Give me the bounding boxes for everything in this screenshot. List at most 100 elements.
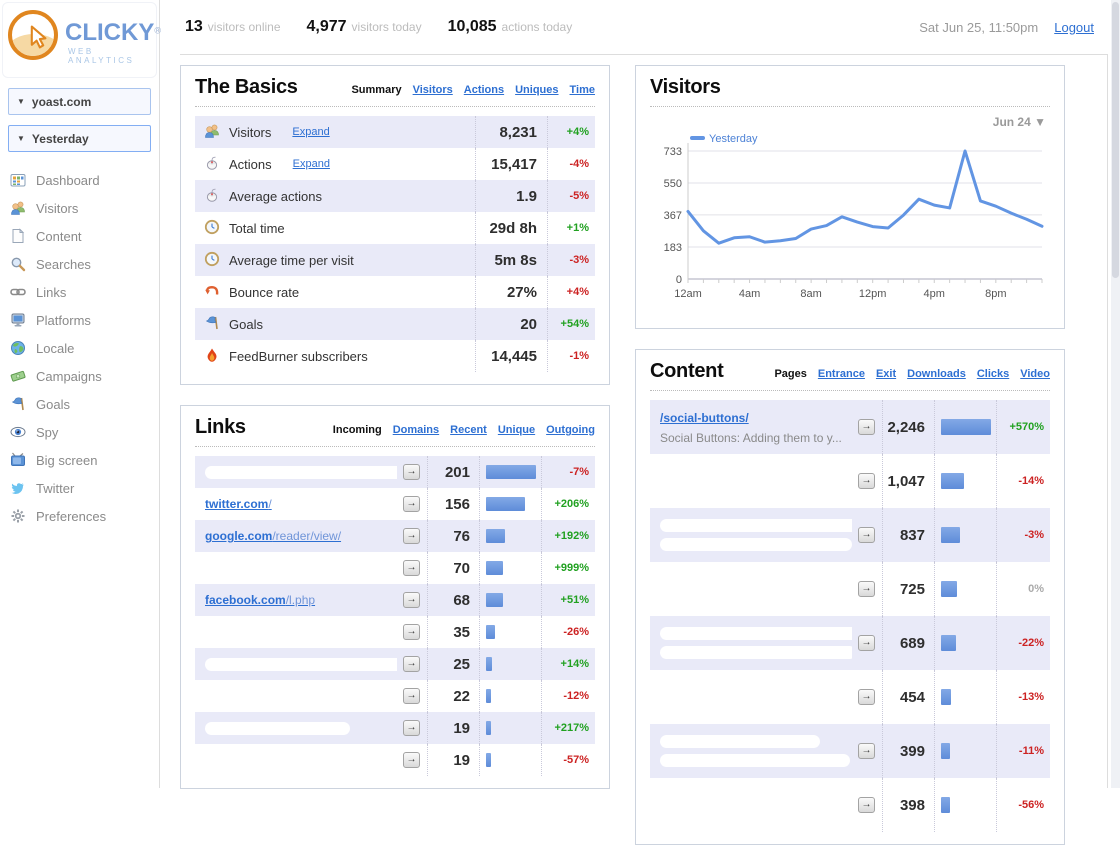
content-right-divider xyxy=(1107,55,1108,788)
page-scrollbar[interactable] xyxy=(1111,0,1120,788)
chart-date-dropdown[interactable]: Jun 24 ▼ xyxy=(993,115,1046,129)
redacted-text xyxy=(660,646,852,659)
visitors-title: Visitors xyxy=(650,76,721,99)
referrer-link[interactable]: facebook.com/l.php xyxy=(205,593,315,607)
metric-change: +4% xyxy=(547,276,595,308)
expand-link[interactable]: Expand xyxy=(292,126,329,138)
content-row: →689-22% xyxy=(650,616,1050,670)
open-link-button[interactable]: → xyxy=(403,496,420,512)
basics-tab-summary[interactable]: Summary xyxy=(351,84,401,96)
content-tab-downloads[interactable]: Downloads xyxy=(907,368,966,380)
sidebar-item-platforms[interactable]: Platforms xyxy=(0,306,159,334)
links-tab-incoming[interactable]: Incoming xyxy=(333,424,382,436)
open-link-button[interactable]: → xyxy=(858,527,875,543)
scrollbar-thumb[interactable] xyxy=(1112,2,1119,278)
links-tab-recent[interactable]: Recent xyxy=(450,424,487,436)
sidebar-item-spy[interactable]: Spy xyxy=(0,418,159,446)
basics-tab-time[interactable]: Time xyxy=(570,84,595,96)
goals-icon xyxy=(10,396,26,412)
open-link-button[interactable]: → xyxy=(403,752,420,768)
current-datetime: Sat Jun 25, 11:50pm xyxy=(919,20,1038,35)
count-value: 156 xyxy=(427,488,479,520)
sidebar-item-label: Twitter xyxy=(36,481,74,496)
goals-icon xyxy=(204,315,220,334)
sidebar-item-dashboard[interactable]: Dashboard xyxy=(0,166,159,194)
count-value: 1,047 xyxy=(882,454,934,508)
sidebar-item-label: Content xyxy=(36,229,82,244)
sidebar-item-searches[interactable]: Searches xyxy=(0,250,159,278)
links-tab-outgoing[interactable]: Outgoing xyxy=(546,424,595,436)
open-link-button[interactable]: → xyxy=(858,419,875,435)
links-tab-domains[interactable]: Domains xyxy=(393,424,439,436)
sidebar-item-goals[interactable]: Goals xyxy=(0,390,159,418)
metric-change: +54% xyxy=(547,308,595,340)
open-link-button[interactable]: → xyxy=(403,592,420,608)
date-selector[interactable]: ▼ Yesterday xyxy=(8,125,151,152)
sidebar-item-visitors[interactable]: Visitors xyxy=(0,194,159,222)
sidebar-item-content[interactable]: Content xyxy=(0,222,159,250)
sidebar-item-label: Searches xyxy=(36,257,91,272)
content-tab-pages[interactable]: Pages xyxy=(774,368,806,380)
value-bar xyxy=(486,625,495,639)
content-tab-entrance[interactable]: Entrance xyxy=(818,368,865,380)
links-tab-unique[interactable]: Unique xyxy=(498,424,535,436)
sidebar-item-label: Spy xyxy=(36,425,58,440)
open-link-button[interactable]: → xyxy=(403,720,420,736)
logout-link[interactable]: Logout xyxy=(1054,20,1094,35)
sidebar-item-preferences[interactable]: Preferences xyxy=(0,502,159,530)
basics-tab-actions[interactable]: Actions xyxy=(464,84,504,96)
open-link-button[interactable]: → xyxy=(858,797,875,813)
basics-tab-uniques[interactable]: Uniques xyxy=(515,84,558,96)
open-link-button[interactable]: → xyxy=(403,464,420,480)
redacted-text xyxy=(660,735,820,748)
content-tab-video[interactable]: Video xyxy=(1020,368,1050,380)
sidebar-item-campaigns[interactable]: Campaigns xyxy=(0,362,159,390)
open-link-button[interactable]: → xyxy=(403,688,420,704)
referrer-link[interactable]: google.com/reader/view/ xyxy=(205,529,341,543)
metric-label: Goals xyxy=(229,317,263,332)
expand-link[interactable]: Expand xyxy=(293,158,330,170)
links-row: →22-12% xyxy=(195,680,595,712)
links-row: →19+217% xyxy=(195,712,595,744)
open-link-button[interactable]: → xyxy=(858,689,875,705)
open-link-button[interactable]: → xyxy=(858,473,875,489)
redacted-text xyxy=(660,799,850,812)
count-value: 70 xyxy=(427,552,479,584)
open-link-button[interactable]: → xyxy=(403,528,420,544)
stat-value: 4,977 xyxy=(307,18,347,35)
svg-text:Yesterday: Yesterday xyxy=(709,133,758,145)
sidebar-item-links[interactable]: Links xyxy=(0,278,159,306)
content-row: /social-buttons/Social Buttons: Adding t… xyxy=(650,400,1050,454)
open-link-button[interactable]: → xyxy=(858,743,875,759)
mouse-icon xyxy=(204,187,220,206)
content-tab-exit[interactable]: Exit xyxy=(876,368,896,380)
sidebar-item-big-screen[interactable]: Big screen xyxy=(0,446,159,474)
open-link-button[interactable]: → xyxy=(403,656,420,672)
links-row: →201-7% xyxy=(195,456,595,488)
page-link[interactable]: /social-buttons/ xyxy=(660,411,749,425)
referrer-link[interactable]: twitter.com/ xyxy=(205,497,272,511)
redacted-text xyxy=(205,722,350,735)
change-value: +570% xyxy=(996,400,1050,454)
open-link-button[interactable]: → xyxy=(403,624,420,640)
sidebar-item-locale[interactable]: Locale xyxy=(0,334,159,362)
open-link-button[interactable]: → xyxy=(858,635,875,651)
sidebar-item-twitter[interactable]: Twitter xyxy=(0,474,159,502)
content-tab-clicks[interactable]: Clicks xyxy=(977,368,1009,380)
count-value: 398 xyxy=(882,778,934,832)
open-link-button[interactable]: → xyxy=(403,560,420,576)
basics-tab-visitors[interactable]: Visitors xyxy=(413,84,453,96)
metric-change: -5% xyxy=(547,180,595,212)
open-link-button[interactable]: → xyxy=(858,581,875,597)
change-value: -11% xyxy=(996,724,1050,778)
site-selector[interactable]: ▼ yoast.com xyxy=(8,88,151,115)
svg-text:550: 550 xyxy=(664,178,682,190)
